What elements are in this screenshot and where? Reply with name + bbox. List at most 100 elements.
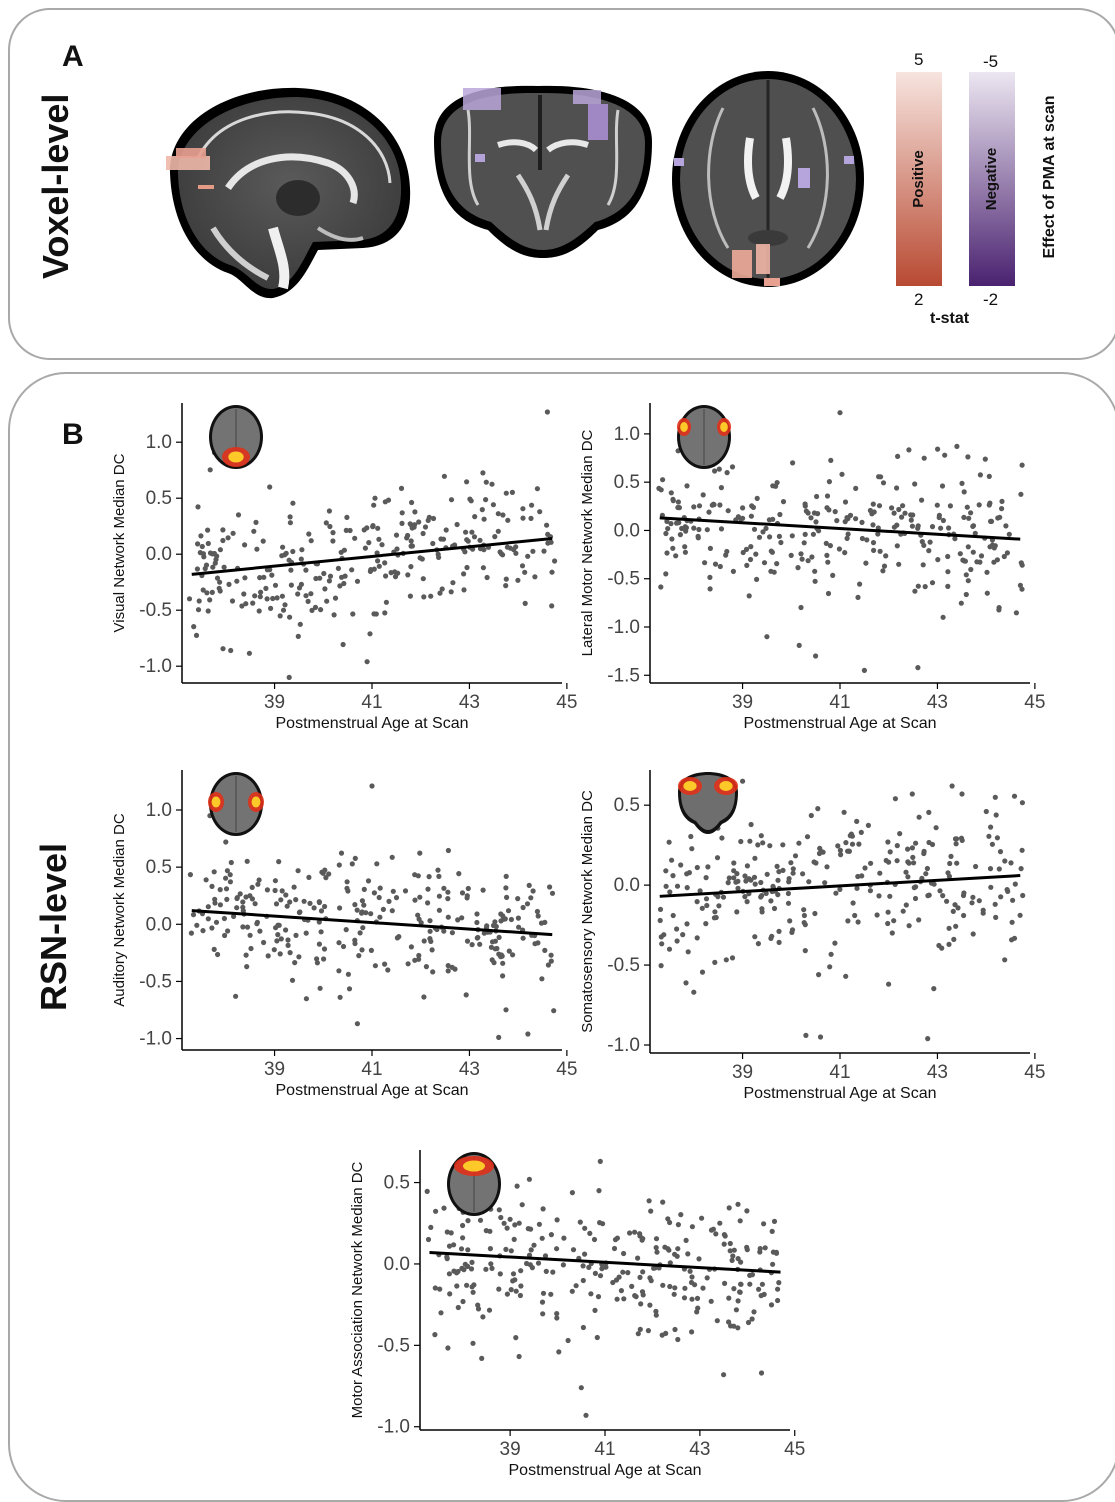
- data-point: [481, 516, 487, 522]
- data-point: [578, 1385, 584, 1391]
- data-point: [241, 591, 247, 597]
- data-point: [382, 961, 388, 967]
- data-point: [369, 783, 375, 789]
- data-point: [528, 515, 534, 521]
- data-point: [376, 536, 382, 542]
- data-point: [223, 839, 229, 845]
- data-point: [421, 938, 427, 944]
- data-point: [973, 863, 979, 870]
- data-point: [525, 1031, 531, 1037]
- data-point: [775, 877, 781, 883]
- positive-colorbar: [896, 72, 942, 286]
- data-point: [200, 587, 206, 593]
- data-point: [824, 552, 830, 558]
- data-point: [740, 778, 746, 784]
- network-inset-brain: [447, 1152, 501, 1216]
- data-point: [976, 502, 982, 508]
- data-point: [536, 1221, 542, 1227]
- data-point: [207, 597, 213, 603]
- data-point: [988, 824, 994, 830]
- data-point: [267, 567, 273, 573]
- data-point: [477, 1217, 484, 1223]
- data-point: [436, 873, 442, 879]
- data-point: [225, 535, 231, 541]
- data-point: [308, 591, 314, 597]
- data-point: [668, 521, 674, 527]
- data-point: [786, 879, 792, 885]
- data-point: [803, 508, 809, 514]
- data-point: [911, 885, 917, 891]
- data-point: [306, 874, 312, 880]
- y-tick-label: -0.5: [607, 955, 640, 976]
- data-point: [731, 1247, 737, 1253]
- data-point: [761, 560, 768, 566]
- x-tick-label: 41: [829, 1062, 850, 1083]
- data-point: [544, 522, 550, 528]
- data-point: [525, 553, 531, 559]
- data-point: [689, 1274, 695, 1280]
- data-point: [612, 1237, 619, 1243]
- data-point: [454, 521, 460, 528]
- data-point: [352, 940, 358, 947]
- data-point: [243, 952, 249, 958]
- data-point: [460, 1222, 466, 1229]
- data-point: [796, 840, 802, 846]
- data-point: [274, 595, 280, 601]
- data-point: [1012, 881, 1018, 887]
- data-point: [716, 466, 722, 472]
- data-point: [900, 908, 906, 914]
- data-point: [906, 923, 912, 929]
- data-point: [382, 499, 388, 505]
- data-point: [211, 946, 217, 952]
- data-point: [186, 596, 193, 602]
- data-point: [963, 572, 969, 578]
- data-point: [538, 920, 545, 926]
- data-point: [832, 509, 838, 515]
- data-point: [936, 942, 942, 949]
- data-point: [684, 921, 690, 927]
- data-point: [214, 575, 221, 581]
- data-point: [455, 1304, 461, 1311]
- data-point: [490, 922, 497, 929]
- data-point: [498, 954, 504, 960]
- data-point: [966, 515, 972, 521]
- data-point: [667, 1219, 673, 1226]
- data-point: [569, 1190, 575, 1196]
- data-point: [903, 869, 909, 875]
- data-point: [327, 573, 334, 579]
- data-point: [365, 878, 372, 884]
- data-point: [522, 569, 528, 575]
- data-point: [714, 1318, 720, 1324]
- data-point: [501, 1220, 507, 1226]
- data-point: [685, 949, 691, 955]
- data-point: [674, 883, 681, 889]
- data-point: [694, 935, 700, 941]
- data-point: [519, 1202, 525, 1208]
- data-point: [542, 947, 548, 953]
- data-point: [922, 584, 928, 590]
- data-point: [697, 888, 703, 894]
- data-point: [469, 1259, 475, 1265]
- data-point: [798, 604, 804, 611]
- data-point: [452, 966, 458, 972]
- data-point: [354, 1021, 360, 1027]
- data-point: [724, 470, 730, 476]
- data-point: [554, 1311, 560, 1317]
- data-point: [276, 859, 282, 865]
- data-point: [653, 1236, 660, 1242]
- data-point: [416, 519, 422, 525]
- data-point: [748, 544, 754, 550]
- data-point: [965, 578, 971, 584]
- data-point: [438, 1310, 444, 1316]
- data-point: [326, 871, 332, 877]
- data-point: [931, 881, 937, 887]
- data-point: [234, 905, 240, 911]
- voxel-level-title: Voxel-level: [35, 93, 76, 279]
- data-point: [309, 607, 315, 613]
- data-point: [768, 548, 774, 554]
- data-point: [991, 559, 997, 565]
- data-point: [510, 1278, 516, 1284]
- data-point: [709, 502, 715, 508]
- data-point: [1010, 897, 1016, 903]
- data-point: [286, 674, 292, 680]
